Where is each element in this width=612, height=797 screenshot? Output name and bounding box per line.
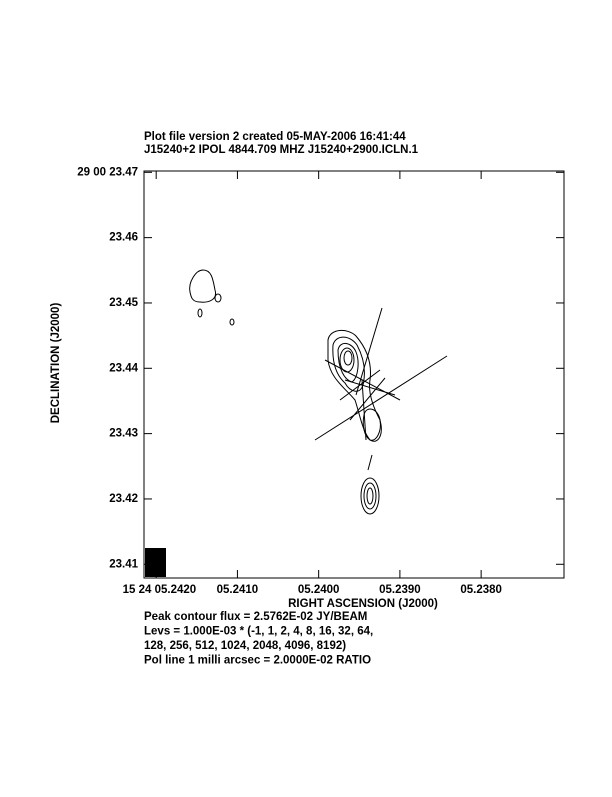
y-tick-label: 23.43 [109,428,138,440]
note: Peak contour flux = 2.5762E-02 JY/BEAM [144,611,367,623]
x-tick-label: 05.2390 [379,584,421,596]
y-tick-label: 23.46 [109,232,138,244]
y-tick-label: 29 00 23.47 [77,166,138,178]
x-tick-label: 05.2380 [460,584,502,596]
y-tick-label: 23.42 [109,493,138,505]
y-tick-label: 23.44 [109,362,138,374]
x-tick-label: 15 24 05.2420 [123,584,197,596]
contours [145,269,448,577]
note: 128, 256, 512, 1024, 2048, 4096, 8192) [144,640,346,652]
plot-frame [143,170,565,579]
chart-subtitle: J15240+2 IPOL 4844.709 MHZ J15240+2900.I… [144,144,419,156]
note: Pol line 1 milli arcsec = 2.0000E-02 RAT… [144,655,371,667]
note: Levs = 1.000E-03 * (-1, 1, 2, 4, 8, 16, … [144,626,373,638]
y-tick-label: 23.41 [109,558,138,570]
x-axis-label: RIGHT ASCENSION (J2000) [288,598,438,610]
y-tick-label: 23.45 [109,297,138,309]
y-axis-label: DECLINATION (J2000) [50,303,62,424]
x-tick-label: 05.2400 [298,584,340,596]
x-tick-label: 05.2410 [217,584,259,596]
chart-title: Plot file version 2 created 05-MAY-2006 … [144,131,406,143]
